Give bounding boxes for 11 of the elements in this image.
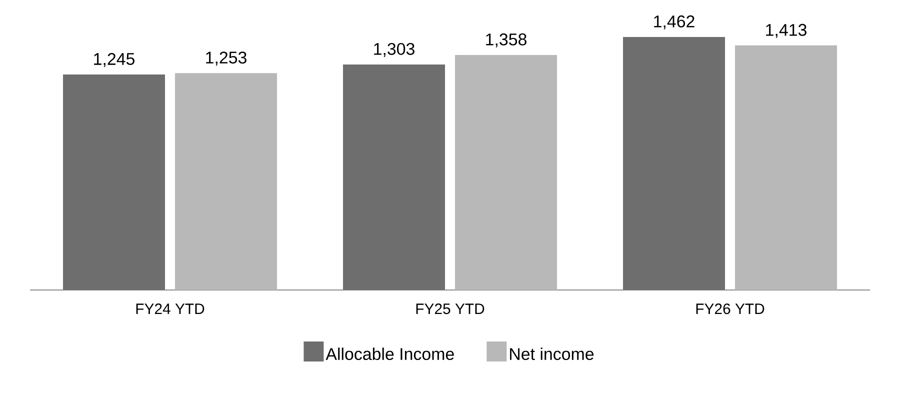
- data-label: 1,245: [94, 52, 134, 67]
- data-label: 1,462: [654, 15, 694, 30]
- data-label: 1,253: [206, 52, 246, 66]
- x-tick-label: FY24 YTD: [136, 304, 204, 314]
- legend-label: Allocable Income: [326, 348, 454, 360]
- x-tick-label: FY26 YTD: [696, 304, 764, 314]
- x-tick-label: FY25 YTD: [416, 304, 484, 314]
- legend-label: Net income: [510, 348, 594, 360]
- data-label: 1,303: [374, 42, 414, 57]
- data-label: 1,413: [766, 24, 806, 38]
- data-label: 1,358: [486, 33, 526, 48]
